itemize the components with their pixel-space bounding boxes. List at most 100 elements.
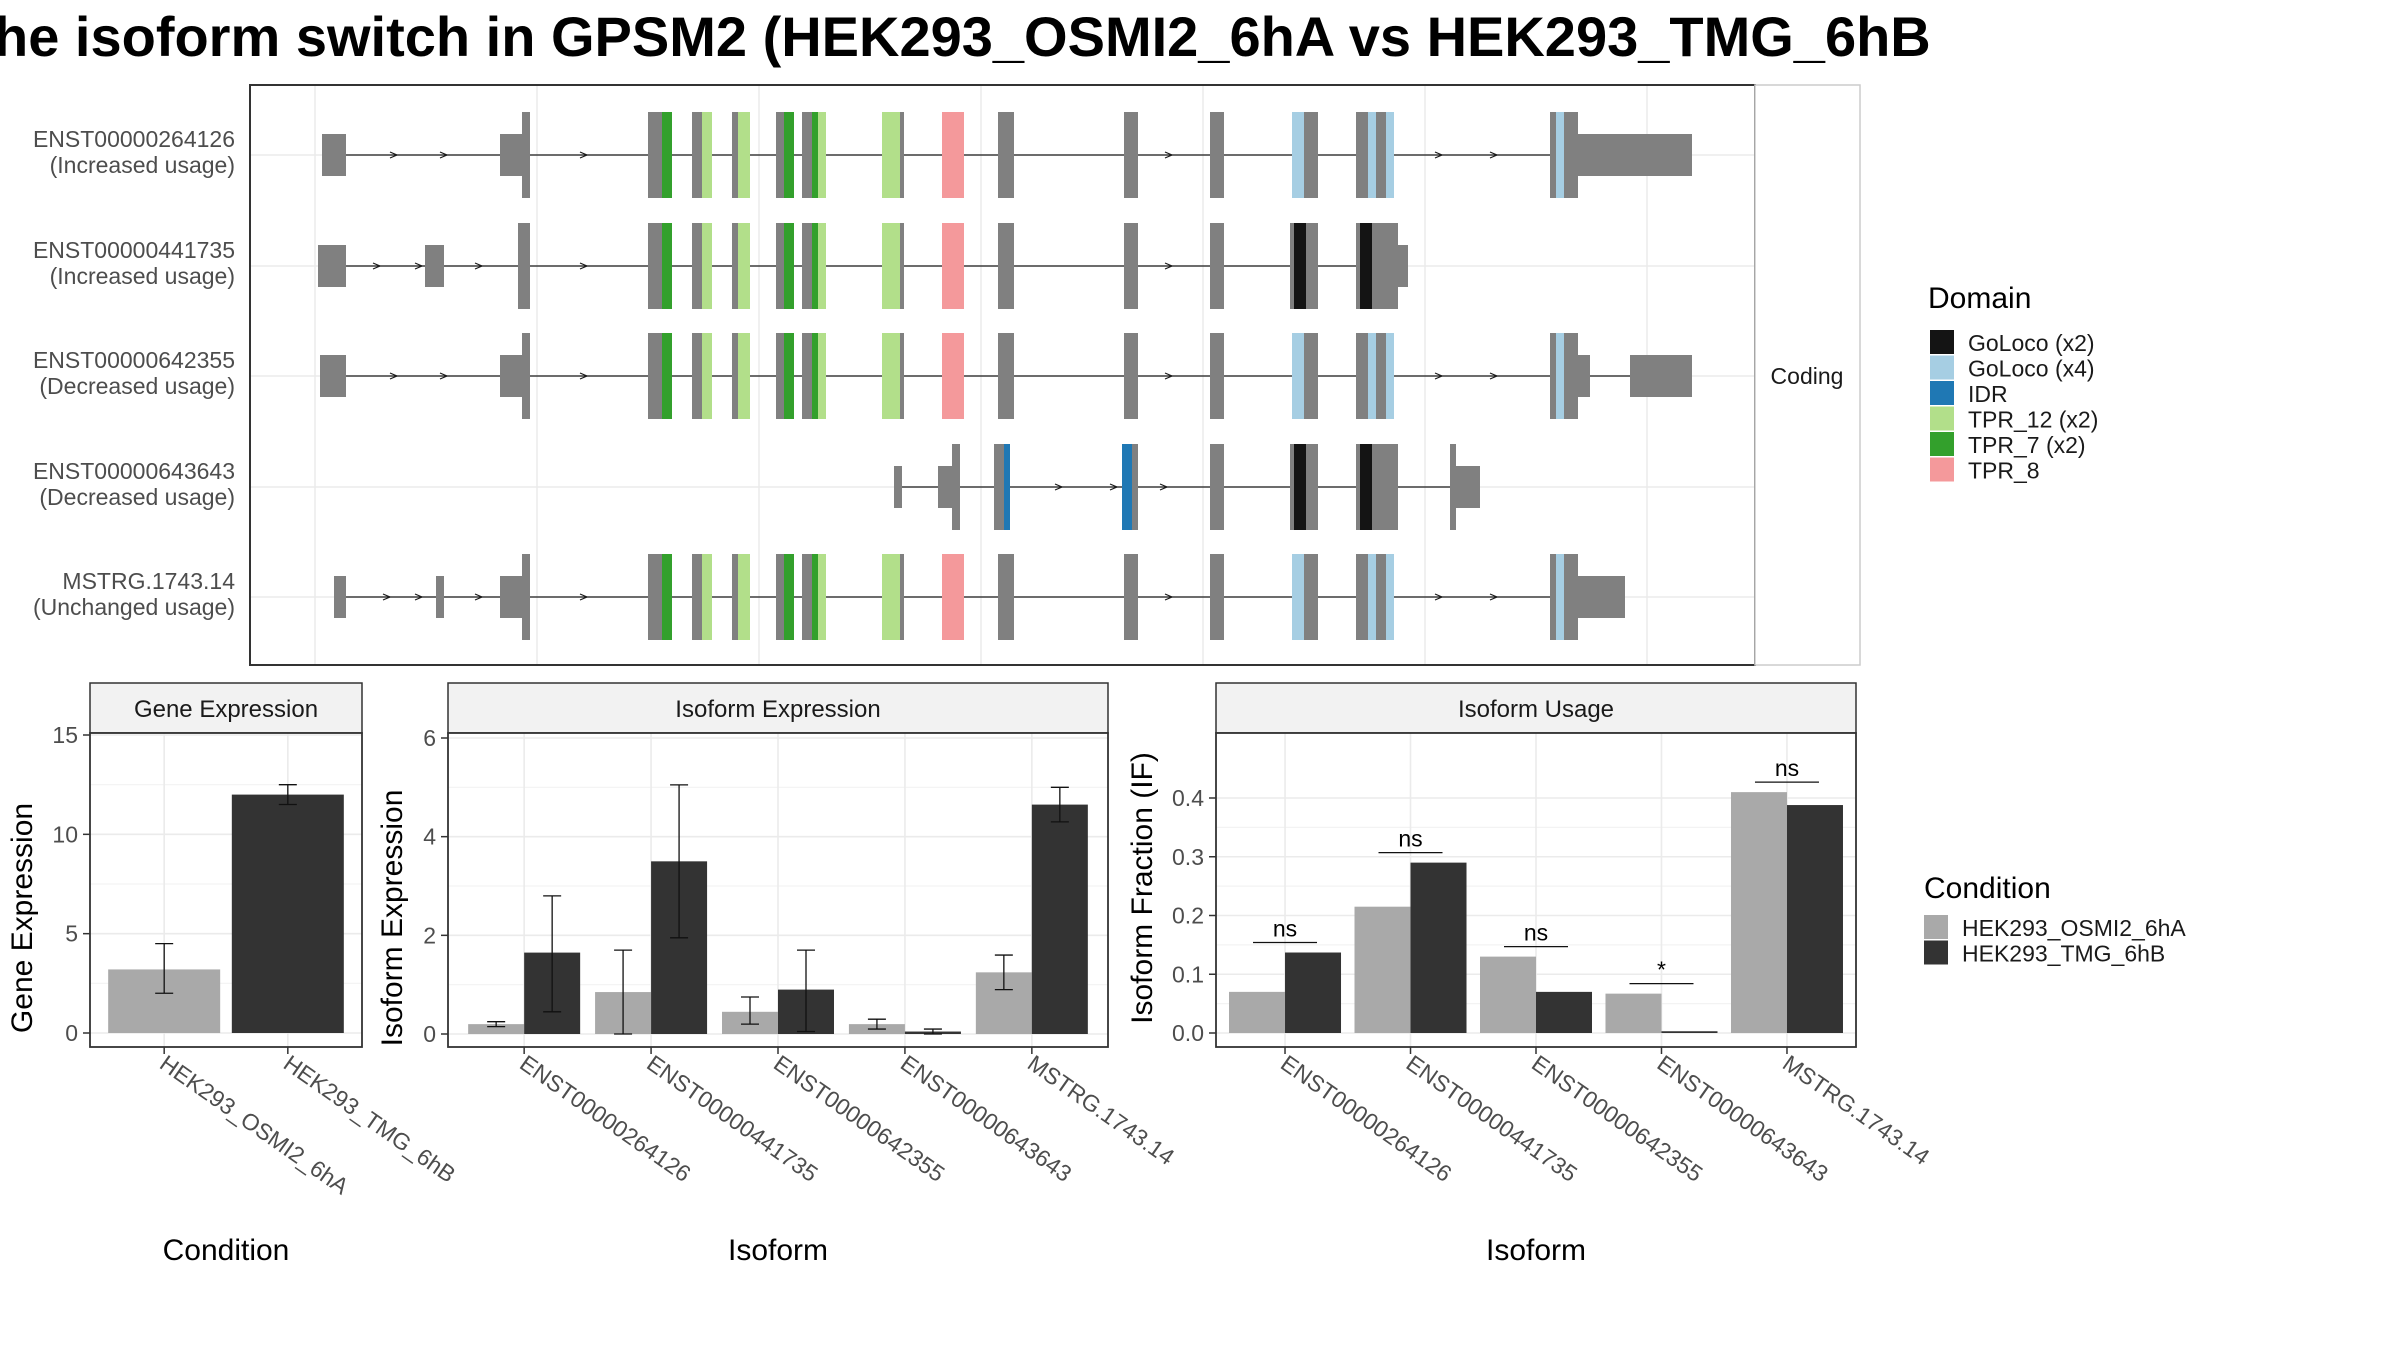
exon-block — [998, 333, 1014, 419]
domain-block — [702, 223, 712, 309]
strand-arrow — [1164, 593, 1174, 601]
domain-block — [942, 112, 964, 198]
domain-block — [1292, 554, 1304, 640]
exon-block — [732, 223, 738, 309]
exon-block — [1550, 554, 1556, 640]
isoform-usage-panel: Isoform Usage 0.00.10.20.30.4nsENST00000… — [1126, 682, 1935, 1267]
gene-expression-strip-title: Gene Expression — [134, 696, 318, 723]
exon-block — [1210, 444, 1224, 530]
exon-block — [1372, 444, 1386, 530]
domain-block — [662, 554, 672, 640]
domain-block — [1368, 554, 1376, 640]
domain-block — [882, 112, 900, 198]
isoform-row-usage: (Decreased usage) — [39, 484, 235, 510]
domain-block — [1368, 333, 1376, 419]
y-tick-label: 0.3 — [1172, 844, 1204, 870]
coding-strip — [1754, 84, 1861, 666]
isoform-usage-strip-title: Isoform Usage — [1458, 696, 1614, 723]
isoform-track — [894, 444, 1480, 530]
bar — [1661, 1031, 1718, 1033]
isoform-row-usage: (Increased usage) — [50, 152, 235, 178]
condition-legend-label: HEK293_TMG_6hB — [1962, 941, 2165, 967]
domain-block — [1292, 112, 1304, 198]
significance-label: ns — [1775, 755, 1799, 781]
isoform-expression-ylabel: Isoform Expression — [376, 790, 409, 1047]
domain-block — [662, 112, 672, 198]
domain-block — [702, 554, 712, 640]
strand-arrow — [1164, 262, 1174, 270]
domain-block — [702, 333, 712, 419]
strand-arrow — [1489, 372, 1499, 380]
exon-block — [998, 554, 1014, 640]
exon-block — [1564, 112, 1578, 198]
exon-block — [692, 554, 702, 640]
structure-row-labels: ENST00000264126(Increased usage)ENST0000… — [33, 126, 235, 620]
y-tick-label: 0.1 — [1172, 961, 1204, 987]
domain-legend-label: TPR_7 (x2) — [1968, 432, 2086, 458]
exon-block — [692, 223, 702, 309]
strand-arrow — [1489, 151, 1499, 159]
domain-block — [1294, 223, 1306, 309]
exon-block — [648, 112, 662, 198]
exon-block — [1376, 333, 1386, 419]
domain-legend-label: IDR — [1968, 381, 2008, 407]
exon-block — [1398, 245, 1408, 287]
exon-block — [1578, 576, 1625, 618]
bar — [1031, 804, 1088, 1034]
exon-block — [1210, 223, 1224, 309]
domain-legend-key — [1930, 330, 1954, 354]
isoform-usage-plot: 0.00.10.20.30.4nsENST00000264126nsENST00… — [1172, 732, 1935, 1187]
exon-block — [1456, 466, 1480, 508]
isoform-expression-panel: Isoform Expression 0246ENST00000264126EN… — [376, 682, 1179, 1267]
domain-block — [812, 554, 818, 640]
domain-block — [1360, 223, 1372, 309]
domain-block — [1386, 112, 1394, 198]
exon-block — [998, 223, 1014, 309]
isoform-usage-ylabel: Isoform Fraction (IF) — [1126, 752, 1159, 1024]
exon-block — [1124, 223, 1138, 309]
exon-block — [1630, 355, 1692, 397]
domain-block — [1122, 444, 1132, 530]
strand-arrow — [474, 593, 484, 601]
isoform-row-id: MSTRG.1743.14 — [62, 568, 235, 594]
isoform-expression-strip — [447, 682, 1109, 734]
exon-block — [1124, 554, 1138, 640]
domain-block — [1556, 333, 1564, 419]
exon-block — [802, 223, 812, 309]
exon-block — [648, 223, 662, 309]
strand-arrow — [1434, 372, 1444, 380]
y-tick-label: 15 — [52, 722, 78, 748]
isoform-row-usage: (Increased usage) — [50, 263, 235, 289]
exon-block — [1124, 112, 1138, 198]
exon-block — [425, 245, 444, 287]
y-tick-label: 2 — [423, 922, 436, 948]
domain-block — [942, 223, 964, 309]
domain-block — [738, 333, 750, 419]
strand-arrow — [1054, 483, 1064, 491]
exon-block — [1210, 112, 1224, 198]
isoform-usage-xlabel: Isoform — [1486, 1234, 1586, 1267]
strand-arrow — [414, 262, 424, 270]
domain-block — [784, 223, 794, 309]
exon-block — [1306, 223, 1318, 309]
y-tick-label: 0.4 — [1172, 785, 1204, 811]
gene-expression-ylabel: Gene Expression — [6, 803, 39, 1033]
exon-block — [1578, 355, 1590, 397]
bar — [1480, 956, 1536, 1033]
isoform-row-usage: (Decreased usage) — [39, 373, 235, 399]
domain-block — [812, 333, 818, 419]
strand-arrow — [414, 593, 424, 601]
exon-block — [500, 576, 522, 618]
domain-block — [784, 333, 794, 419]
exon-block — [802, 333, 812, 419]
bar — [1786, 805, 1843, 1033]
exon-block — [1356, 223, 1360, 309]
strand-arrow — [579, 151, 589, 159]
isoform-track — [322, 112, 1692, 198]
domain-block — [882, 223, 900, 309]
exon-block — [900, 554, 904, 640]
domain-block — [1294, 444, 1306, 530]
